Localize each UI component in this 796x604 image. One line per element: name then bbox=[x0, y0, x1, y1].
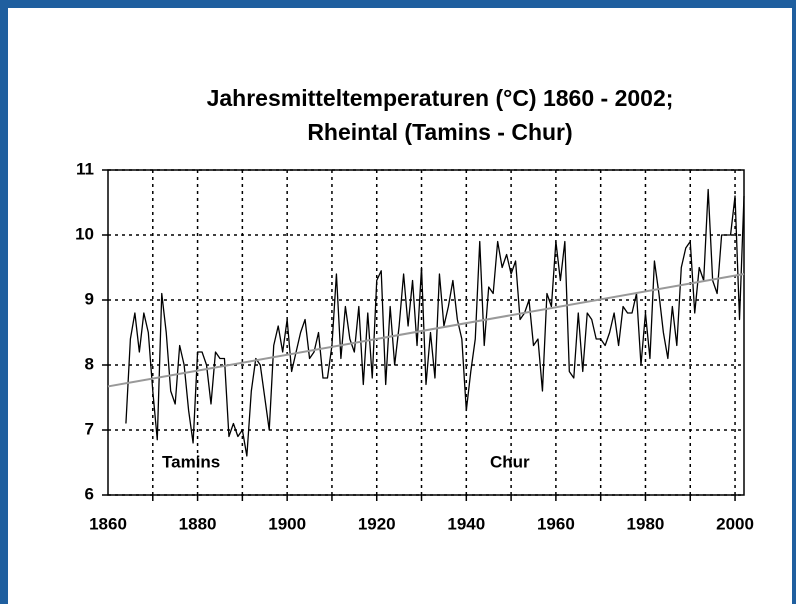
frame-right bbox=[792, 0, 796, 604]
y-tick-label: 7 bbox=[85, 419, 94, 438]
y-tick-label: 11 bbox=[76, 159, 94, 178]
x-tick-label: 1900 bbox=[268, 514, 306, 533]
frame-left bbox=[0, 0, 8, 604]
annotation: Chur bbox=[490, 452, 530, 471]
temperature-line bbox=[125, 188, 745, 457]
trend-line bbox=[107, 273, 745, 388]
plot-frame bbox=[107, 169, 745, 496]
y-tick-label: 6 bbox=[85, 484, 94, 503]
x-tick-label: 1860 bbox=[89, 514, 127, 533]
annotation: Tamins bbox=[162, 452, 220, 471]
x-tick-label: 1940 bbox=[447, 514, 485, 533]
y-tick-label: 9 bbox=[85, 289, 94, 308]
chart-title: Jahresmitteltemperaturen (°C) 1860 - 200… bbox=[207, 85, 674, 111]
x-tick-label: 2000 bbox=[716, 514, 754, 533]
chart-title: Rheintal (Tamins - Chur) bbox=[307, 119, 572, 145]
x-tick-label: 1960 bbox=[537, 514, 575, 533]
y-tick-label: 8 bbox=[85, 354, 94, 373]
x-tick-label: 1980 bbox=[627, 514, 665, 533]
y-tick-label: 10 bbox=[75, 224, 94, 243]
x-tick-label: 1920 bbox=[358, 514, 396, 533]
x-tick-label: 1880 bbox=[179, 514, 217, 533]
frame-top bbox=[0, 0, 796, 8]
